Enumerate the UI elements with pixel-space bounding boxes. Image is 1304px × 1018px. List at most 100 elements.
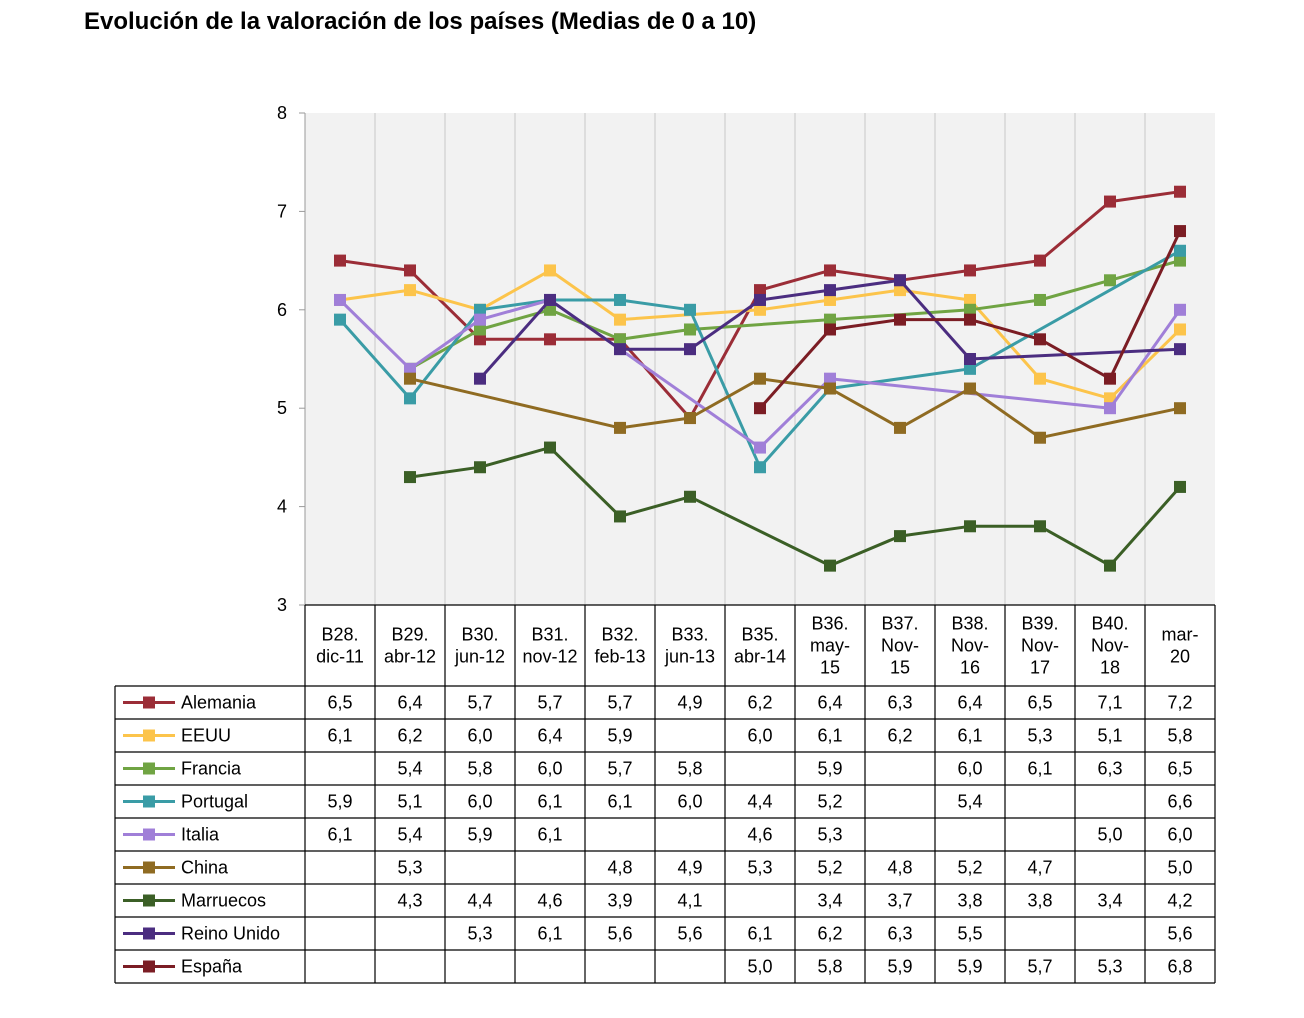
data-point-china <box>964 382 976 395</box>
data-label-españa: 6,8 <box>1167 957 1192 977</box>
data-point-reino-unido <box>614 343 626 356</box>
data-point-eeuu <box>614 313 626 326</box>
data-point-alemania <box>824 264 836 277</box>
legend-label-francia: Francia <box>181 759 242 779</box>
data-point-italia <box>474 313 486 326</box>
data-label-eeuu: 6,2 <box>887 726 912 746</box>
data-point-eeuu <box>824 293 836 306</box>
data-label-españa: 5,8 <box>817 957 842 977</box>
data-point-china <box>1034 431 1046 444</box>
data-point-eeuu <box>1104 392 1116 405</box>
data-point-marruecos <box>1034 520 1046 533</box>
data-label-portugal: 6,0 <box>677 792 702 812</box>
data-label-alemania: 5,7 <box>467 693 492 713</box>
data-point-españa <box>754 402 766 415</box>
x-category-label: Nov- <box>881 636 919 656</box>
x-category-label: abr-12 <box>384 647 436 667</box>
x-category-label: jun-12 <box>454 647 505 667</box>
data-label-reino-unido: 5,3 <box>467 924 492 944</box>
data-point-francia <box>964 303 976 316</box>
data-point-francia <box>544 303 556 316</box>
data-point-francia <box>614 333 626 346</box>
data-label-marruecos: 3,7 <box>887 891 912 911</box>
data-label-españa: 5,7 <box>1027 957 1052 977</box>
data-point-portugal <box>474 303 486 316</box>
data-label-eeuu: 5,9 <box>607 726 632 746</box>
data-label-portugal: 6,0 <box>467 792 492 812</box>
data-point-china <box>824 382 836 395</box>
data-label-china: 5,2 <box>817 858 842 878</box>
data-label-alemania: 5,7 <box>537 693 562 713</box>
data-point-china <box>684 412 696 425</box>
data-point-eeuu <box>404 284 416 297</box>
data-label-alemania: 6,5 <box>1027 693 1052 713</box>
data-point-italia <box>334 293 346 306</box>
y-tick-label: 8 <box>277 103 287 123</box>
data-label-eeuu: 6,1 <box>327 726 352 746</box>
data-label-reino-unido: 5,6 <box>1167 924 1192 944</box>
legend-key-marker-china <box>143 861 155 874</box>
data-point-portugal <box>1174 244 1186 257</box>
x-category-label: B30. <box>461 625 498 645</box>
data-label-marruecos: 3,8 <box>957 891 982 911</box>
data-label-china: 4,8 <box>607 858 632 878</box>
data-point-italia <box>1174 303 1186 316</box>
data-label-eeuu: 6,2 <box>397 726 422 746</box>
data-point-francia <box>1034 293 1046 306</box>
legend-key-marker-marruecos <box>143 894 155 907</box>
data-point-españa <box>964 313 976 326</box>
x-category-label: feb-13 <box>594 647 645 667</box>
data-label-alemania: 7,1 <box>1097 693 1122 713</box>
data-point-portugal <box>754 461 766 474</box>
data-point-francia <box>824 313 836 326</box>
data-label-reino-unido: 5,6 <box>607 924 632 944</box>
data-label-reino-unido: 6,3 <box>887 924 912 944</box>
data-label-francia: 5,4 <box>397 759 422 779</box>
data-label-alemania: 6,2 <box>747 693 772 713</box>
data-label-china: 5,0 <box>1167 858 1192 878</box>
legend-key-marker-reino-unido <box>143 927 155 940</box>
x-category-label: Nov- <box>1091 636 1129 656</box>
data-point-portugal <box>404 392 416 405</box>
data-point-marruecos <box>1104 559 1116 572</box>
x-category-label: abr-14 <box>734 647 786 667</box>
data-point-alemania <box>1174 185 1186 198</box>
data-point-portugal <box>964 362 976 375</box>
data-label-marruecos: 4,6 <box>537 891 562 911</box>
data-point-españa <box>824 323 836 336</box>
data-label-españa: 5,9 <box>957 957 982 977</box>
x-category-label: B35. <box>741 625 778 645</box>
data-point-marruecos <box>474 461 486 474</box>
data-point-marruecos <box>894 530 906 543</box>
data-label-españa: 5,3 <box>1097 957 1122 977</box>
chart-title: Evolución de la valoración de los países… <box>84 8 757 35</box>
data-point-alemania <box>404 264 416 277</box>
data-label-eeuu: 5,3 <box>1027 726 1052 746</box>
data-point-marruecos <box>684 490 696 503</box>
data-label-italia: 6,1 <box>327 825 352 845</box>
data-label-portugal: 5,4 <box>957 792 982 812</box>
data-point-italia <box>1104 402 1116 415</box>
data-label-portugal: 4,4 <box>747 792 772 812</box>
data-point-marruecos <box>964 520 976 533</box>
x-category-label: B40. <box>1091 614 1128 634</box>
data-point-marruecos <box>404 471 416 484</box>
data-point-alemania <box>1034 254 1046 267</box>
x-category-label: Nov- <box>1021 636 1059 656</box>
data-label-eeuu: 6,1 <box>957 726 982 746</box>
data-point-alemania <box>544 333 556 346</box>
x-category-label: dic-11 <box>316 647 364 667</box>
data-label-francia: 6,5 <box>1167 759 1192 779</box>
legend-key-marker-francia <box>143 762 155 775</box>
legend-label-china: China <box>181 858 229 878</box>
data-point-portugal <box>334 313 346 326</box>
x-category-label: 20 <box>1170 647 1190 667</box>
data-label-francia: 5,8 <box>677 759 702 779</box>
data-point-españa <box>1174 225 1186 238</box>
data-label-francia: 5,9 <box>817 759 842 779</box>
data-label-eeuu: 6,0 <box>467 726 492 746</box>
x-category-label: B33. <box>671 625 708 645</box>
x-category-label: B31. <box>531 625 568 645</box>
data-label-reino-unido: 5,6 <box>677 924 702 944</box>
data-point-eeuu <box>544 264 556 277</box>
